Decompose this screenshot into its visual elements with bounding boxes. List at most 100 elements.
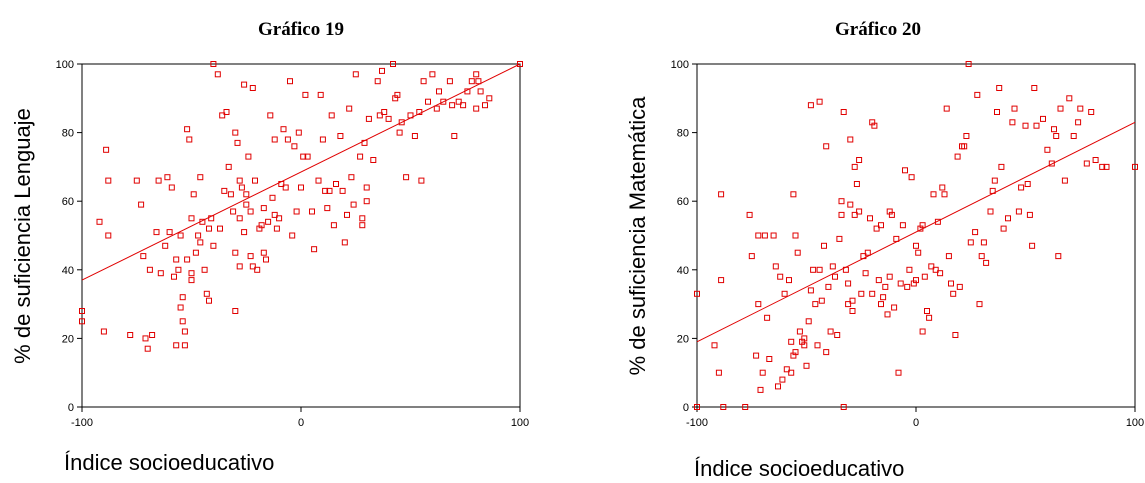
data-point: [236, 263, 243, 270]
data-point: [827, 328, 834, 335]
data-point: [319, 136, 326, 143]
data-point: [851, 163, 858, 170]
data-point: [287, 78, 293, 85]
data-point: [236, 215, 243, 222]
data-point: [221, 187, 228, 194]
data-point: [236, 177, 243, 184]
data-point: [263, 256, 269, 263]
data-point: [225, 163, 232, 170]
data-point: [184, 126, 191, 133]
data-point: [991, 177, 998, 184]
data-point: [425, 98, 431, 105]
data-point: [983, 259, 990, 266]
data-point: [926, 314, 933, 321]
data-point: [880, 294, 887, 301]
data-point: [821, 242, 827, 249]
data-point: [138, 201, 145, 208]
data-point: [175, 266, 182, 273]
data-point: [825, 283, 832, 290]
data-point: [779, 376, 786, 383]
data-point: [823, 143, 830, 150]
data-point: [967, 239, 974, 246]
data-point: [352, 71, 359, 78]
data-point: [1031, 85, 1038, 91]
data-point: [836, 235, 843, 242]
data-point: [965, 61, 972, 67]
data-point: [177, 304, 184, 311]
data-point: [210, 61, 217, 67]
data-point: [998, 163, 1005, 170]
y-tick-label: 100: [671, 59, 689, 71]
data-point: [155, 177, 162, 184]
data-point: [796, 328, 803, 335]
data-point: [282, 184, 289, 191]
data-point: [247, 253, 254, 260]
data-point: [1099, 163, 1106, 170]
data-point: [952, 332, 959, 338]
data-point: [801, 342, 808, 349]
data-point: [284, 136, 291, 143]
data-point: [781, 290, 788, 297]
data-point: [446, 78, 453, 85]
data-point: [832, 273, 838, 280]
data-point: [746, 211, 753, 218]
data-point: [398, 119, 405, 126]
data-point: [834, 332, 841, 338]
data-point: [1051, 126, 1057, 133]
data-point: [775, 383, 781, 390]
data-point: [1066, 95, 1073, 102]
data-point: [945, 253, 952, 260]
data-point: [451, 133, 458, 139]
data-point: [359, 222, 366, 229]
data-point: [201, 266, 208, 273]
y-tick-label: 20: [62, 333, 74, 345]
data-point: [884, 311, 891, 318]
data-point: [823, 349, 830, 356]
data-point: [243, 201, 250, 208]
data-point: [219, 112, 226, 119]
data-point: [214, 71, 221, 78]
y-tick-label: 60: [62, 196, 74, 208]
y-tick-label: 80: [62, 128, 74, 140]
data-point: [978, 253, 985, 260]
data-point: [105, 232, 112, 239]
data-point: [188, 277, 195, 284]
data-point: [181, 328, 188, 335]
data-point: [753, 352, 760, 359]
data-point: [1022, 122, 1029, 129]
data-point: [241, 81, 248, 88]
data-point: [930, 191, 937, 198]
data-point: [473, 105, 480, 112]
data-point: [192, 249, 199, 256]
data-point: [166, 229, 173, 236]
data-point: [862, 270, 869, 277]
data-point: [420, 78, 427, 85]
data-point: [223, 109, 230, 115]
data-point: [203, 290, 210, 297]
data-point: [254, 266, 261, 273]
data-point: [206, 225, 212, 232]
data-point: [179, 318, 186, 325]
data-point: [921, 273, 928, 280]
data-point: [853, 181, 860, 187]
data-point: [252, 177, 258, 184]
data-point: [845, 301, 852, 308]
data-point: [436, 88, 442, 95]
data-point: [300, 153, 307, 160]
data-point: [902, 167, 908, 174]
chart-lenguaje: Gráfico 19 0 20 40 60 80 100 -100 0 100 % de su…: [10, 19, 529, 475]
data-points: [79, 61, 523, 352]
data-point: [941, 191, 948, 198]
data-point: [381, 109, 388, 115]
x-tick-label: 0: [913, 417, 919, 429]
data-point: [976, 301, 983, 308]
data-point: [849, 297, 856, 304]
data-point: [829, 263, 836, 270]
data-point: [276, 215, 283, 222]
data-point: [302, 91, 309, 98]
data-point: [232, 249, 239, 256]
data-point: [298, 184, 304, 191]
data-point: [840, 404, 847, 410]
y-tick-label: 20: [677, 333, 689, 345]
